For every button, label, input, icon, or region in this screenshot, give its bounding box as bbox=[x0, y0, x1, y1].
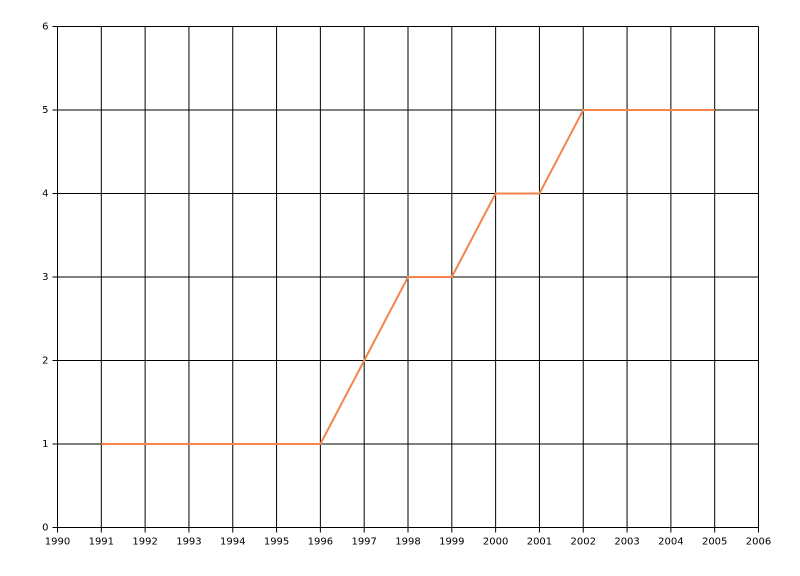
x-tick-label: 1990 bbox=[45, 537, 70, 548]
y-tick-label: 2 bbox=[42, 356, 48, 367]
x-tick-label: 1991 bbox=[89, 537, 114, 548]
x-tick-label: 1992 bbox=[132, 537, 157, 548]
y-tick-label: 5 bbox=[42, 105, 48, 116]
y-tick-label: 1 bbox=[42, 439, 48, 450]
y-tick-label: 4 bbox=[42, 189, 48, 200]
x-tick-label: 1998 bbox=[395, 537, 420, 548]
x-tick-label: 2000 bbox=[483, 537, 508, 548]
x-tick-label: 1993 bbox=[176, 537, 201, 548]
x-tick-label: 1994 bbox=[220, 537, 245, 548]
x-tick-label: 1999 bbox=[439, 537, 464, 548]
y-tick-label: 6 bbox=[42, 22, 48, 33]
x-tick-label: 2004 bbox=[658, 537, 683, 548]
x-tick-label: 1997 bbox=[351, 537, 376, 548]
data-line bbox=[101, 109, 715, 445]
y-tick-label: 3 bbox=[42, 272, 48, 283]
x-tick-label: 1996 bbox=[308, 537, 333, 548]
x-tick-label: 2005 bbox=[702, 537, 727, 548]
x-tick-label: 2003 bbox=[614, 537, 639, 548]
x-tick-label: 2006 bbox=[746, 537, 771, 548]
x-tick-label: 1995 bbox=[264, 537, 289, 548]
y-tick-label: 0 bbox=[42, 523, 48, 534]
x-tick-label: 2001 bbox=[527, 537, 552, 548]
x-tick-label: 2002 bbox=[571, 537, 596, 548]
